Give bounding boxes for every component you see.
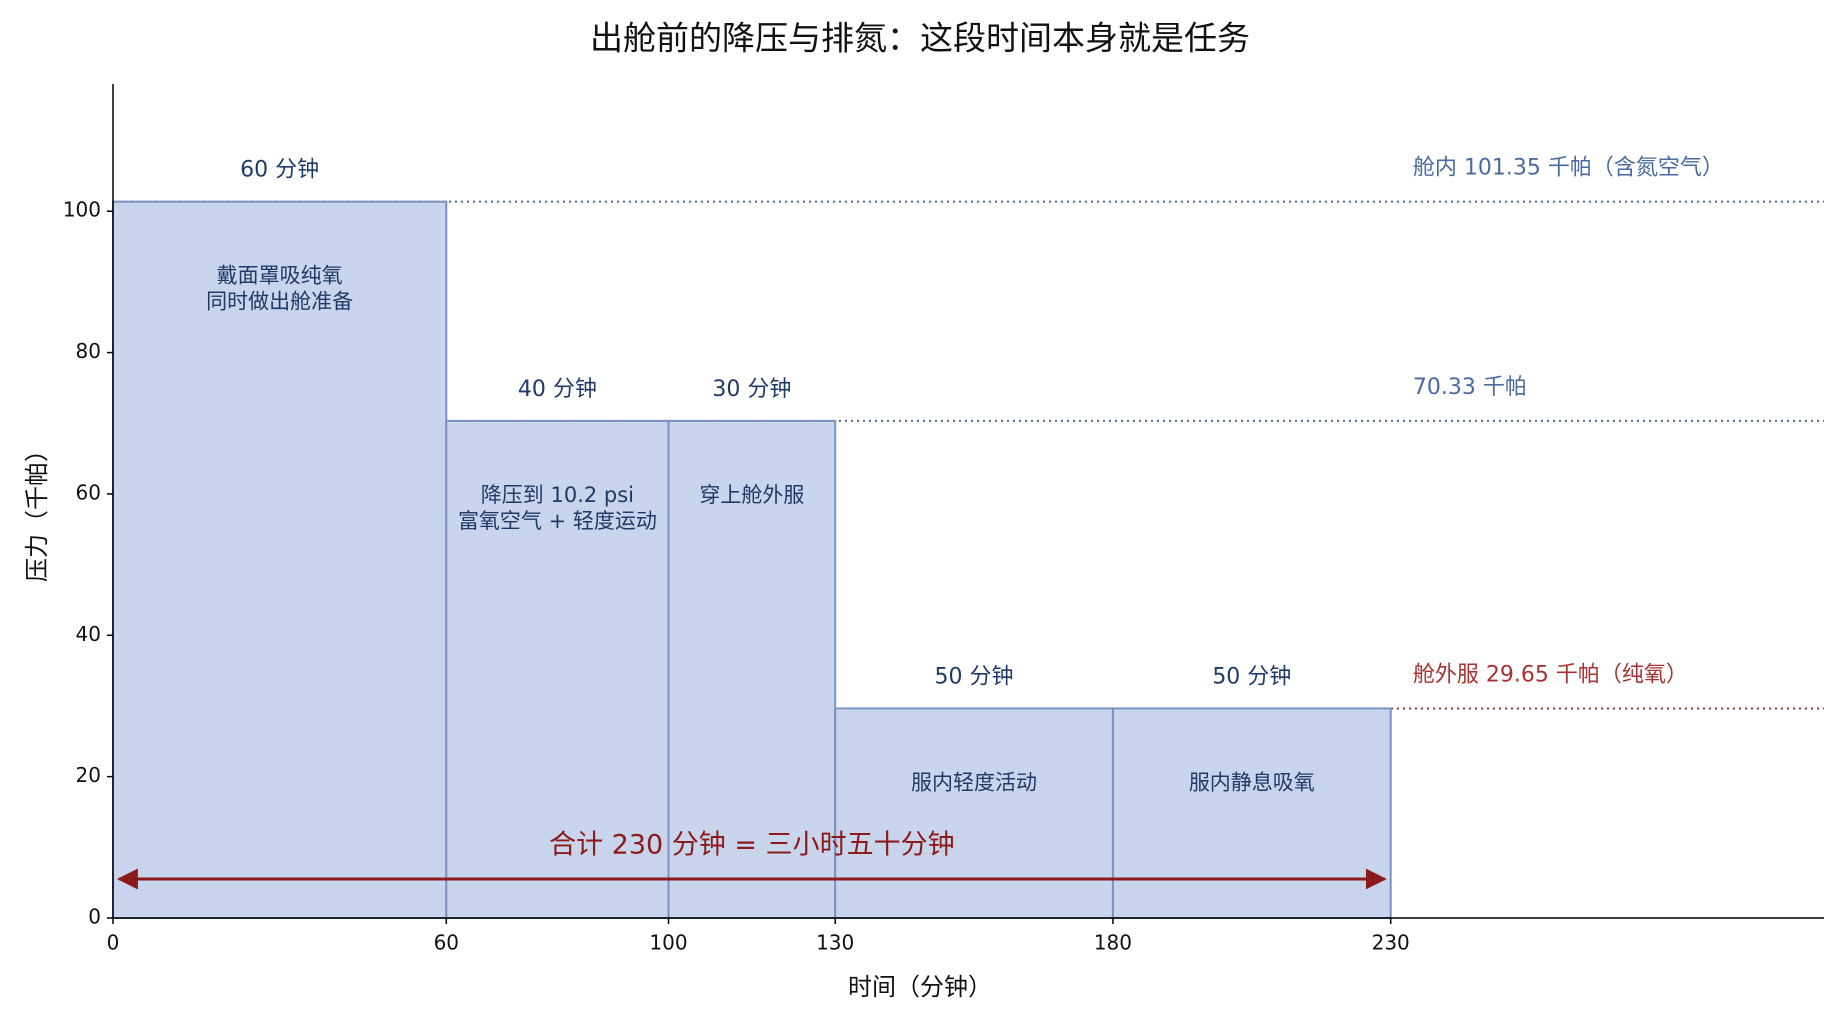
- bar: [445, 419, 670, 919]
- x-tick-label: 100: [649, 931, 687, 955]
- y-tick-label: 80: [76, 339, 101, 363]
- x-tick-label: 180: [1094, 931, 1132, 955]
- total-label: 合计 230 分钟 = 三小时五十分钟: [549, 830, 955, 861]
- duration-label: 60 分钟: [240, 158, 319, 183]
- duration-label: 50 分钟: [1212, 664, 1291, 689]
- duration-label: 40 分钟: [518, 377, 597, 402]
- bar: [112, 200, 448, 919]
- reference-label: 舱外服 29.65 千帕（纯氧）: [1413, 662, 1688, 687]
- y-tick-label: 100: [63, 198, 101, 222]
- duration-label: 30 分钟: [712, 377, 791, 402]
- y-tick-label: 40: [76, 622, 101, 646]
- x-tick-label: 230: [1372, 931, 1410, 955]
- reference-label: 70.33 千帕: [1413, 375, 1527, 400]
- segment-label: 穿上舱外服: [699, 483, 804, 507]
- y-tick-label: 0: [88, 905, 101, 929]
- segment-label: 服内静息吸氧: [1189, 770, 1315, 794]
- y-axis-label: 压力（千帕）: [23, 438, 51, 582]
- chart-title: 出舱前的降压与排氮：这段时间本身就是任务: [590, 19, 1250, 58]
- x-tick-label: 0: [107, 931, 120, 955]
- bar: [667, 419, 837, 919]
- reference-label: 舱内 101.35 千帕（含氮空气）: [1413, 156, 1724, 181]
- x-axis-label: 时间（分钟）: [848, 973, 992, 1001]
- x-tick-label: 60: [434, 931, 459, 955]
- segment-label: 同时做出舱准备: [206, 290, 353, 314]
- segment-label: 服内轻度活动: [911, 770, 1037, 794]
- duration-label: 50 分钟: [935, 664, 1014, 689]
- segment-label: 戴面罩吸纯氧: [217, 264, 343, 288]
- y-tick-label: 20: [76, 763, 101, 787]
- segment-label: 降压到 10.2 psi: [481, 483, 634, 507]
- segment-label: 富氧空气 + 轻度运动: [458, 509, 657, 533]
- bar: [834, 707, 1114, 919]
- y-tick-label: 60: [76, 480, 101, 504]
- x-tick-label: 130: [816, 931, 854, 955]
- bar: [1111, 707, 1392, 919]
